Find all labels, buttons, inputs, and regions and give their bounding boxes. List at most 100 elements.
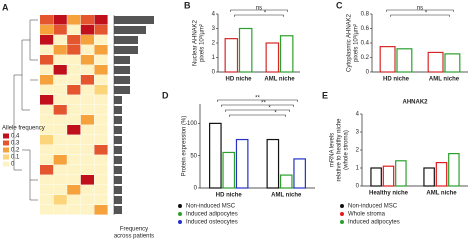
heatmap-cell — [94, 105, 108, 115]
heatmap-cell — [94, 35, 108, 45]
y-axis-label: (whole stroma) — [344, 130, 350, 170]
x-tick-label: Healthy niche — [369, 191, 409, 197]
heatmap-cell — [80, 55, 94, 65]
frequency-bar — [114, 76, 130, 84]
y-tick-label: 0 — [212, 70, 216, 76]
heatmap-cell — [94, 125, 108, 135]
y-tick-label: 50 — [190, 153, 197, 159]
panel-label: D — [162, 90, 169, 100]
bar — [293, 158, 306, 189]
heatmap-cell — [67, 55, 81, 65]
heatmap-cell — [53, 45, 67, 55]
heatmap-cell — [40, 35, 54, 45]
y-tick-label: 0 — [194, 186, 198, 192]
chart-title: AHNAK2 — [402, 100, 428, 106]
heatmap-cell — [67, 205, 81, 215]
bar — [395, 160, 407, 187]
significance-bracket — [229, 114, 286, 117]
significance-bracket — [230, 9, 288, 12]
heatmap-cell — [53, 185, 67, 195]
heatmap-cell — [53, 155, 67, 165]
y-tick-label: 4 — [356, 112, 360, 118]
frequency-bar — [114, 106, 122, 114]
frequency-bar — [114, 16, 154, 24]
heatmap-cell — [67, 65, 81, 75]
legend-label: Whole stroma — [348, 212, 386, 218]
heatmap-cell — [94, 45, 108, 55]
heatmap-cell — [53, 85, 67, 95]
heatmap-cell — [53, 145, 67, 155]
legend-swatch — [3, 161, 9, 167]
heatmap-cell — [40, 185, 54, 195]
bar — [382, 165, 395, 187]
frequency-bar — [114, 46, 138, 54]
heatmap-cell — [67, 165, 81, 175]
heatmap-cell — [40, 135, 54, 145]
legend-label: 0 — [11, 162, 15, 168]
legend-swatch — [3, 140, 9, 146]
heatmap-cell — [80, 165, 94, 175]
heatmap-cell — [80, 205, 94, 215]
y-axis-label: Cytoplasmic AHNAK2 — [347, 13, 353, 72]
heatmap-cell — [67, 105, 81, 115]
heatmap-cell — [67, 135, 81, 145]
panel-label: E — [322, 90, 328, 100]
heatmap-cell — [80, 25, 94, 35]
heatmap-cell — [40, 75, 54, 85]
heatmap-cell — [40, 85, 54, 95]
legend-marker — [178, 220, 182, 224]
heatmap-cell — [94, 185, 108, 195]
significance-bracket — [221, 104, 294, 107]
heatmap-cell — [80, 155, 94, 165]
bar — [279, 174, 293, 189]
bar — [427, 51, 444, 73]
heatmap-cell — [53, 115, 67, 125]
x-tick-label: AML niche — [264, 77, 295, 83]
legend-label: Induced adipocytes — [186, 212, 238, 218]
legend-marker — [340, 220, 344, 224]
bar — [224, 38, 239, 73]
y-axis-label: pixels 10³/µm² — [354, 24, 360, 62]
legend-label: 0.3 — [11, 141, 20, 147]
y-tick-label: 3 — [356, 130, 360, 136]
heatmap-cell — [80, 45, 94, 55]
significance-label: * — [425, 11, 428, 17]
heatmap-cell — [94, 205, 108, 215]
bar — [265, 42, 280, 73]
frequency-bar — [114, 156, 122, 164]
significance-bracket — [386, 9, 454, 12]
heatmap-cell — [53, 195, 67, 205]
heatmap-cell — [80, 125, 94, 135]
heatmap-cell — [40, 65, 54, 75]
bar — [448, 153, 460, 187]
heatmap-cell — [94, 15, 108, 25]
heatmap-cell — [53, 65, 67, 75]
significance-label: * — [268, 106, 271, 112]
bar — [435, 162, 448, 187]
bar — [444, 53, 461, 73]
significance-label: * — [264, 11, 267, 17]
legend-label: Non-induced MSC — [348, 204, 398, 210]
heatmap-cell — [67, 185, 81, 195]
x-axis-label: across patients — [114, 234, 154, 240]
y-tick-label: 0 — [366, 70, 370, 76]
heatmap-cell — [53, 75, 67, 85]
significance-label: ** — [255, 96, 260, 102]
y-tick-label: 3 — [212, 26, 216, 32]
frequency-bar — [114, 176, 122, 184]
heatmap-cell — [40, 195, 54, 205]
legend-label: 0.2 — [11, 148, 20, 154]
bar — [279, 35, 294, 73]
heatmap-cell — [94, 135, 108, 145]
y-axis-label: mRNA levels — [330, 133, 336, 167]
heatmap-cell — [40, 25, 54, 35]
y-axis-label: Protein expression (%) — [182, 116, 188, 177]
heatmap-cell — [40, 175, 54, 185]
heatmap-cell — [94, 155, 108, 165]
bar — [423, 167, 435, 187]
frequency-bar — [114, 146, 122, 154]
heatmap-cell — [40, 105, 54, 115]
heatmap-cell — [94, 95, 108, 105]
heatmap-cell — [67, 25, 81, 35]
